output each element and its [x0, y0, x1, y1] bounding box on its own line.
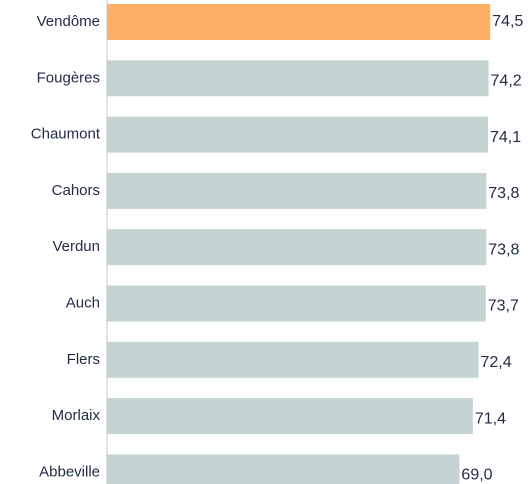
bar: [107, 4, 491, 40]
value-label: 74,2: [491, 73, 522, 90]
bar: [107, 229, 487, 266]
bar: [107, 116, 488, 153]
value-label: 69,0: [461, 467, 492, 484]
category-label: Abbeville: [39, 463, 100, 480]
bar: [107, 172, 487, 209]
bar: [107, 341, 479, 378]
value-label: 72,4: [480, 354, 511, 371]
value-label: 73,7: [488, 298, 519, 315]
value-label: 71,4: [475, 410, 506, 427]
value-label: 73,8: [488, 185, 519, 202]
value-label: 74,5: [492, 13, 523, 30]
bar: [107, 398, 473, 435]
category-label: Morlaix: [52, 407, 101, 424]
category-label: Vendôme: [37, 13, 100, 30]
bar: [107, 285, 486, 322]
category-label: Auch: [66, 294, 100, 311]
bar: [107, 454, 460, 484]
value-label: 73,8: [488, 241, 519, 258]
category-label: Verdun: [52, 238, 100, 255]
category-label: Chaumont: [31, 126, 101, 143]
category-label: Flers: [67, 351, 100, 368]
category-label: Fougères: [37, 69, 100, 86]
category-label: Cahors: [52, 182, 100, 199]
bar: [107, 60, 489, 97]
value-label: 74,1: [490, 129, 521, 146]
